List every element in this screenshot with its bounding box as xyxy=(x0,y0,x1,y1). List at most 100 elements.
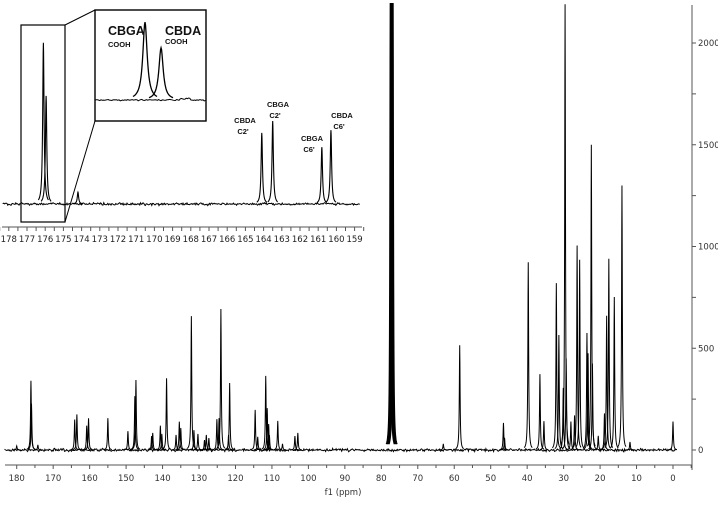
spectrum-peak xyxy=(617,185,627,447)
spectrum-peak xyxy=(385,3,396,445)
spectrum-peak xyxy=(273,420,282,451)
inset-x-tick-label: 165 xyxy=(237,235,253,245)
spectrum-baseline xyxy=(4,447,676,454)
x-tick-label: 100 xyxy=(300,474,316,484)
inset-x-tick-label: 159 xyxy=(346,235,362,245)
inset-label-name: CBDA xyxy=(331,111,353,120)
inset-label-carbon: C6' xyxy=(303,145,315,154)
spectrum-peak xyxy=(602,315,611,449)
x-tick-label: 0 xyxy=(670,474,675,484)
x-tick-label: 70 xyxy=(412,474,423,484)
spectrum-peak xyxy=(187,316,196,449)
x-tick-label: 120 xyxy=(227,474,243,484)
spectrum-peak xyxy=(176,427,185,451)
inset-x-tick-label: 163 xyxy=(274,235,290,245)
spectrum-peak xyxy=(250,409,260,450)
inset-label-name: CBGA xyxy=(301,134,324,143)
spectrum-peak xyxy=(225,382,234,450)
spectrum-peak xyxy=(265,434,274,451)
inset-label-carbon: C2' xyxy=(269,111,281,120)
spectrum-peak xyxy=(600,413,609,450)
spectrum-peak xyxy=(278,443,287,451)
spectrum-peak xyxy=(535,374,545,450)
spectrum-peak xyxy=(33,444,42,451)
main-spectrum xyxy=(4,3,677,454)
inset-x-tick-label: 172 xyxy=(110,235,126,245)
inset-label-name: CBDA xyxy=(234,116,256,125)
y-tick-label: 500 xyxy=(698,344,714,354)
inset-label-carbon: C2' xyxy=(237,127,249,136)
spectrum-peak xyxy=(566,421,575,451)
inset-label-carbon: C6' xyxy=(333,122,345,131)
spectrum-peak xyxy=(70,419,79,451)
spectrum-peak xyxy=(262,408,272,450)
spectrum-peak xyxy=(123,431,133,451)
inset-peak xyxy=(72,190,83,205)
zoom-baseline xyxy=(95,97,206,102)
spectrum-peak xyxy=(539,421,548,451)
inset-x-tick-label: 160 xyxy=(328,235,344,245)
inset-peak xyxy=(40,95,52,202)
spectrum-peak xyxy=(202,434,211,451)
y-tick-label: 1500 xyxy=(698,141,718,151)
spectrum-peak xyxy=(189,430,199,451)
spectrum-peak xyxy=(523,262,533,448)
spectrum-peak xyxy=(551,283,561,449)
spectrum-peak xyxy=(386,3,397,445)
spectrum-peak xyxy=(588,363,597,450)
x-tick-label: 160 xyxy=(82,474,98,484)
spectrum-peak xyxy=(175,421,184,451)
inset-label-name: CBGA xyxy=(267,100,290,109)
spectrum-peak xyxy=(157,433,166,451)
x-tick-label: 130 xyxy=(191,474,207,484)
inset-peak xyxy=(256,132,268,203)
spectrum-peak xyxy=(212,419,221,451)
spectrum-peak xyxy=(669,421,677,451)
spectrum-peak xyxy=(148,432,157,451)
y-tick-label: 0 xyxy=(698,446,703,456)
x-tick-label: 80 xyxy=(376,474,387,484)
spectrum-peak xyxy=(575,259,585,448)
x-tick-label: 20 xyxy=(595,474,606,484)
spectrum-peak xyxy=(455,345,464,450)
inset-x-tick-label: 162 xyxy=(292,235,308,245)
highlight-box xyxy=(20,24,66,223)
inset-x-tick-label: 168 xyxy=(183,235,199,245)
inset-x-tick-label: 176 xyxy=(37,235,53,245)
spectrum-peak xyxy=(131,379,141,450)
spectrum-peak xyxy=(12,444,21,451)
spectrum-peak xyxy=(204,437,213,451)
zoom-label-group: COOH xyxy=(165,37,188,46)
x-tick-label: 170 xyxy=(45,474,61,484)
connector-line xyxy=(64,120,96,223)
inset-x-tick-label: 175 xyxy=(55,235,71,245)
spectrum-peak xyxy=(103,418,112,451)
inset-x-tick-label: 173 xyxy=(92,235,108,245)
inset-x-tick-label: 170 xyxy=(146,235,162,245)
spectrum-peak xyxy=(570,415,579,451)
inset-x-tick-label: 166 xyxy=(219,235,235,245)
spectrum-peak xyxy=(293,432,302,451)
inset-x-tick-label: 161 xyxy=(310,235,326,245)
x-tick-label: 40 xyxy=(522,474,533,484)
inset-x-tick-label: 178 xyxy=(1,235,17,245)
spectrum-peak xyxy=(500,437,509,451)
x-tick-label: 150 xyxy=(118,474,134,484)
x-axis-title: f1 (ppm) xyxy=(325,488,362,498)
inset-peak xyxy=(37,42,49,201)
inset-baseline xyxy=(2,201,360,207)
inset-x-tick-label: 174 xyxy=(73,235,89,245)
inset-peak xyxy=(267,120,278,203)
axes: 180 170 160 150 140 130 120 110 100 90 80 70 60 50 40 3… xyxy=(5,5,718,484)
spectrum-peak xyxy=(72,414,82,451)
zoom-label-name: CBGA xyxy=(108,24,145,38)
connector-line xyxy=(64,9,96,26)
spectrum-peak xyxy=(559,387,568,450)
spectrum-peak xyxy=(572,245,582,448)
spectrum-peak xyxy=(162,378,171,450)
spectrum-peak xyxy=(84,418,93,451)
zoom-peak xyxy=(132,21,158,98)
inset-x-tick-label: 177 xyxy=(19,235,35,245)
inset-x-tick-label: 167 xyxy=(201,235,217,245)
